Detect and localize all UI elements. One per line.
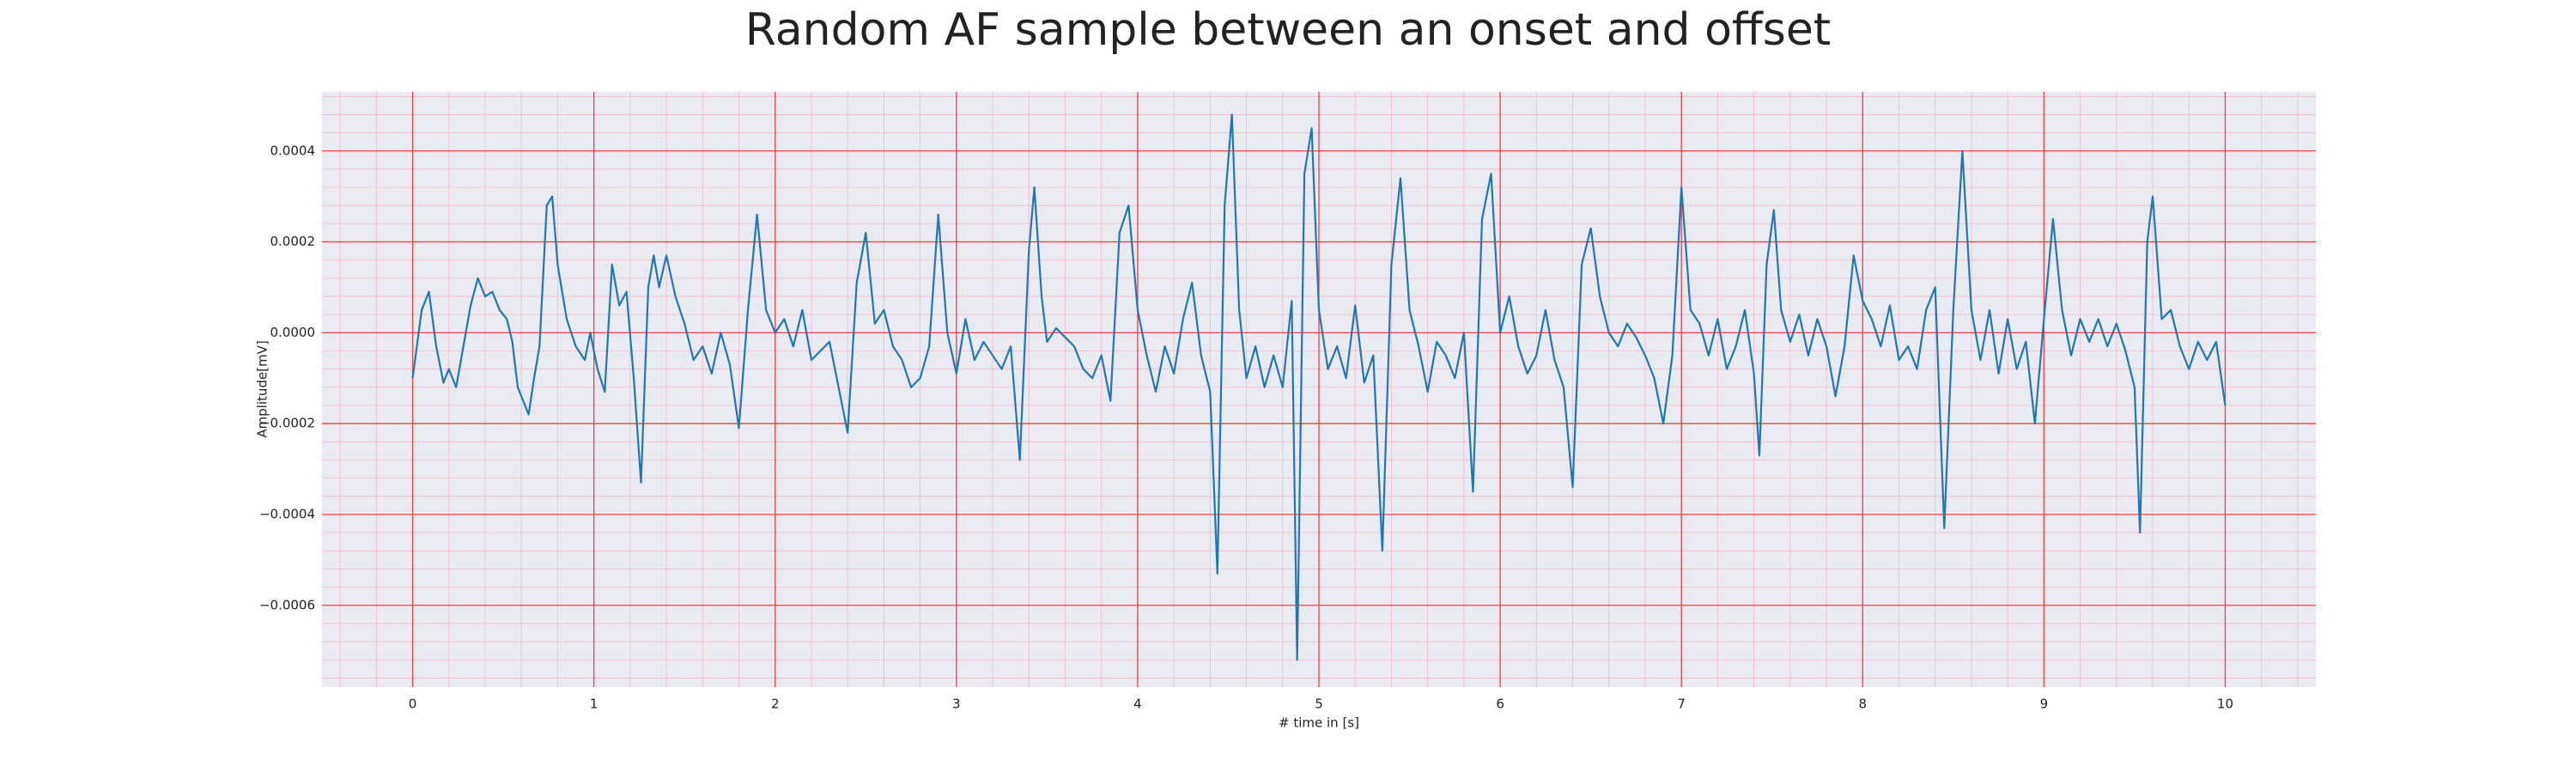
x-tick-label: 2	[771, 697, 780, 712]
x-tick-label: 10	[2217, 697, 2233, 712]
y-tick-label: −0.0006	[259, 597, 315, 612]
x-tick-label: 3	[952, 697, 961, 712]
y-tick-label: 0.0000	[270, 325, 316, 340]
y-tick-label: 0.0002	[270, 234, 316, 249]
x-tick-label: 9	[2040, 697, 2049, 712]
x-tick-label: 0	[409, 697, 417, 712]
y-tick-label: −0.0004	[259, 506, 315, 521]
y-tick-label: 0.0004	[270, 143, 316, 158]
x-axis-label: # time in [s]	[1279, 715, 1359, 731]
x-tick-label: 4	[1133, 697, 1142, 712]
chart-title: Random AF sample between an onset and of…	[745, 4, 1831, 56]
x-tick-label: 5	[1315, 697, 1323, 712]
y-tick-label: −0.0002	[259, 416, 315, 431]
data-line	[411, 113, 2227, 661]
x-tick-label: 7	[1677, 697, 1686, 712]
x-tick-label: 1	[590, 697, 598, 712]
y-axis-label: Amplitude[mV]	[255, 340, 270, 437]
x-tick-label: 6	[1496, 697, 1504, 712]
x-tick-label: 8	[1858, 697, 1867, 712]
